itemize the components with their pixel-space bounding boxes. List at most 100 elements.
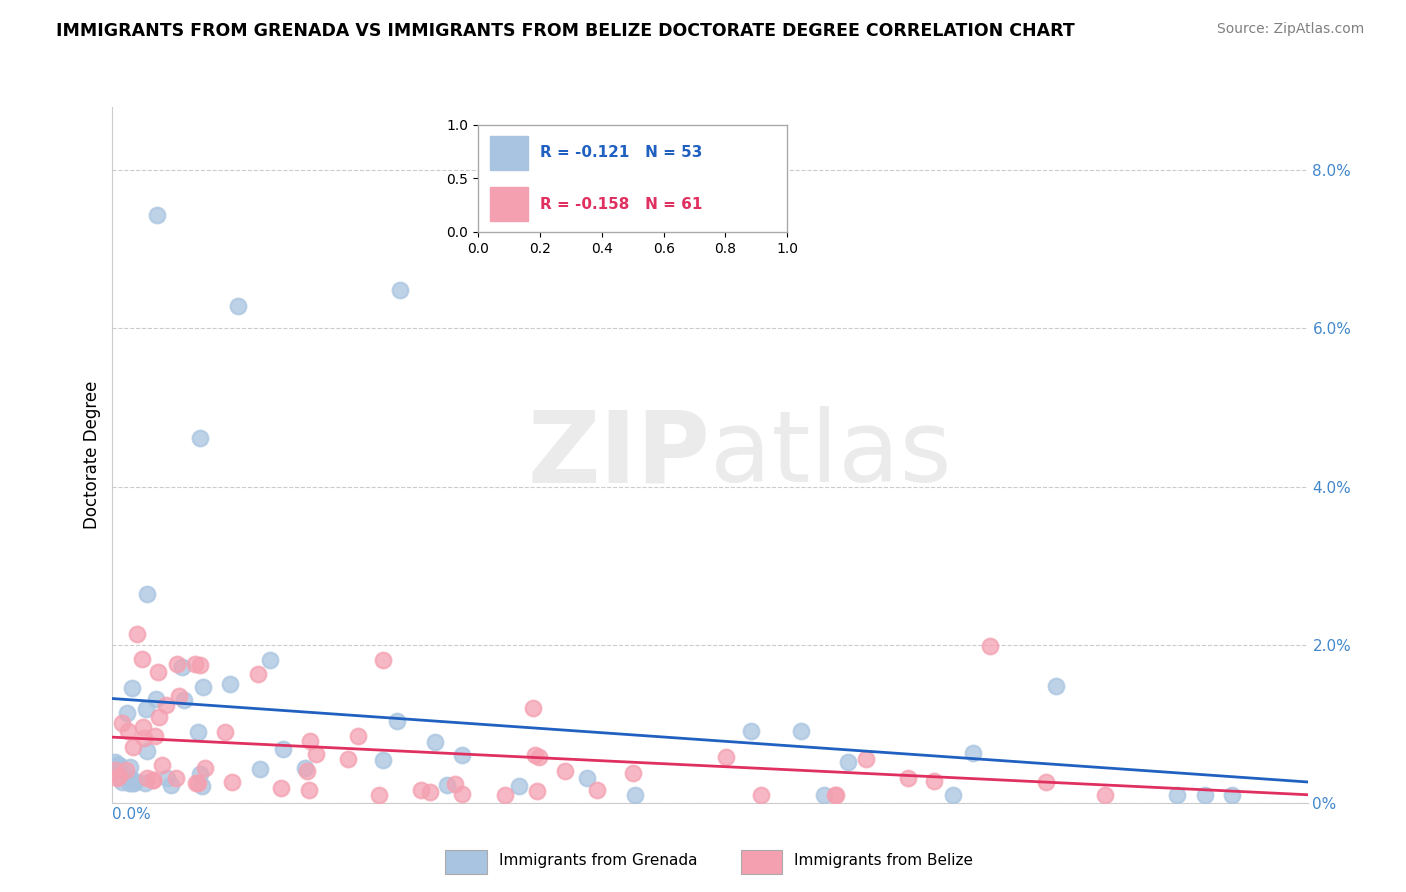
- Point: [118, 770, 141, 784]
- Point: [143, 730, 166, 744]
- Point: [298, 734, 321, 748]
- Point: [134, 702, 156, 716]
- Point: [188, 658, 211, 673]
- Point: [170, 660, 193, 674]
- Point: [105, 771, 128, 785]
- Text: R = -0.121   N = 53: R = -0.121 N = 53: [540, 145, 702, 161]
- Point: [188, 431, 211, 445]
- Point: [1166, 788, 1188, 802]
- Point: [305, 747, 328, 761]
- Point: [219, 677, 242, 691]
- Point: [527, 749, 550, 764]
- Point: [259, 652, 281, 666]
- Point: [142, 772, 165, 787]
- Point: [187, 725, 209, 739]
- Point: [1094, 788, 1116, 802]
- Point: [104, 763, 127, 777]
- Point: [443, 777, 465, 791]
- Point: [714, 749, 737, 764]
- Point: [271, 741, 294, 756]
- Point: [132, 721, 155, 735]
- Point: [371, 753, 394, 767]
- Point: [107, 758, 129, 772]
- Point: [167, 689, 190, 703]
- FancyBboxPatch shape: [491, 136, 527, 169]
- Point: [146, 208, 169, 222]
- Point: [159, 778, 181, 792]
- Point: [979, 639, 1001, 653]
- Point: [148, 665, 170, 679]
- Text: Immigrants from Belize: Immigrants from Belize: [794, 854, 973, 868]
- Point: [134, 776, 156, 790]
- Text: atlas: atlas: [710, 407, 952, 503]
- Point: [136, 771, 159, 785]
- Point: [389, 283, 412, 297]
- FancyBboxPatch shape: [741, 849, 782, 874]
- Text: R = -0.158   N = 61: R = -0.158 N = 61: [540, 196, 702, 211]
- Point: [166, 657, 188, 671]
- Point: [194, 761, 217, 775]
- Point: [127, 627, 149, 641]
- Point: [897, 772, 920, 786]
- Point: [184, 776, 207, 790]
- Point: [136, 744, 159, 758]
- Point: [1220, 788, 1243, 802]
- Point: [124, 774, 146, 789]
- Point: [451, 787, 474, 801]
- Point: [368, 788, 391, 802]
- Point: [141, 772, 163, 787]
- Point: [346, 730, 368, 744]
- Point: [294, 761, 316, 775]
- Point: [623, 788, 645, 802]
- Point: [187, 776, 209, 790]
- Point: [451, 747, 474, 762]
- Point: [523, 747, 546, 762]
- Point: [270, 781, 292, 796]
- Point: [295, 764, 318, 778]
- Point: [419, 785, 441, 799]
- Point: [105, 757, 128, 772]
- Point: [813, 788, 835, 802]
- Point: [824, 788, 846, 802]
- Point: [104, 755, 127, 769]
- Point: [111, 775, 134, 789]
- Point: [165, 771, 187, 785]
- Point: [494, 788, 516, 802]
- Point: [191, 779, 214, 793]
- Point: [173, 692, 195, 706]
- Point: [554, 764, 576, 778]
- Point: [121, 776, 143, 790]
- Text: Source: ZipAtlas.com: Source: ZipAtlas.com: [1216, 22, 1364, 37]
- Point: [131, 652, 153, 666]
- Point: [214, 725, 236, 739]
- Point: [115, 763, 138, 777]
- Point: [508, 779, 530, 793]
- Point: [115, 706, 138, 720]
- Point: [1035, 774, 1057, 789]
- Point: [188, 767, 211, 781]
- Point: [790, 723, 813, 738]
- FancyBboxPatch shape: [446, 849, 486, 874]
- Point: [298, 783, 321, 797]
- Point: [108, 758, 131, 772]
- Point: [423, 734, 446, 748]
- Point: [942, 788, 965, 802]
- Point: [436, 779, 458, 793]
- Text: 0.0%: 0.0%: [112, 807, 152, 822]
- Point: [155, 698, 177, 712]
- Point: [1045, 679, 1067, 693]
- Point: [371, 653, 394, 667]
- Point: [183, 657, 205, 671]
- Point: [855, 752, 877, 766]
- Point: [409, 783, 432, 797]
- Point: [337, 752, 360, 766]
- Point: [191, 681, 214, 695]
- Point: [221, 775, 243, 789]
- Point: [522, 701, 544, 715]
- FancyBboxPatch shape: [491, 187, 527, 221]
- Point: [749, 788, 772, 802]
- Point: [586, 782, 609, 797]
- Point: [122, 776, 145, 790]
- Text: ZIP: ZIP: [527, 407, 710, 503]
- Y-axis label: Doctorate Degree: Doctorate Degree: [83, 381, 101, 529]
